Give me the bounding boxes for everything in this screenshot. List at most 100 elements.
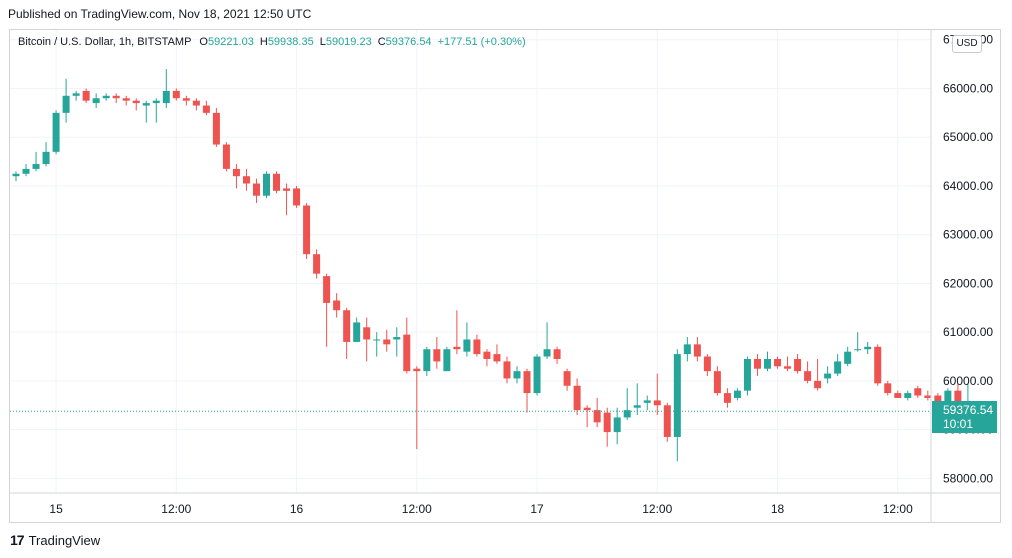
candle-body bbox=[834, 361, 842, 374]
open-label: O bbox=[199, 36, 208, 48]
candle-body bbox=[553, 349, 561, 359]
candle-body bbox=[403, 334, 411, 372]
price-tick-label: 66000.00 bbox=[943, 81, 993, 95]
candle-body bbox=[313, 254, 321, 274]
candle-body bbox=[784, 366, 792, 369]
open-value: 59221.03 bbox=[207, 36, 254, 48]
price-tick-label: 62000.00 bbox=[943, 276, 993, 290]
candle-body bbox=[72, 93, 80, 96]
candle-body bbox=[152, 100, 160, 104]
candle-body bbox=[764, 358, 771, 369]
candle-body bbox=[423, 349, 431, 372]
candle-body bbox=[523, 371, 531, 394]
low-label: L bbox=[319, 36, 326, 48]
candle-body bbox=[573, 385, 581, 411]
candle-body bbox=[343, 310, 351, 342]
published-note: Published on TradingView.com, Nov 18, 20… bbox=[8, 7, 312, 21]
price-tick-label: 63000.00 bbox=[943, 228, 993, 242]
candle-body bbox=[232, 168, 240, 177]
price-axis: 58000.0059000.0060000.0061000.0062000.00… bbox=[943, 33, 993, 486]
time-tick-label: 12:00 bbox=[402, 502, 432, 516]
candle-body bbox=[703, 356, 711, 372]
candle-body bbox=[633, 405, 641, 408]
candle-body bbox=[102, 95, 110, 99]
time-axis: 15 12:00 16 12:00 17 12:00 18 12:00 bbox=[49, 502, 913, 516]
candle-body bbox=[433, 349, 441, 362]
candle-body bbox=[713, 371, 721, 394]
candles bbox=[12, 68, 972, 462]
candlestick-chart[interactable]: 58000.0059000.0060000.0061000.0062000.00… bbox=[10, 30, 1000, 522]
high-value: 59938.35 bbox=[267, 36, 314, 48]
candle-body bbox=[884, 383, 892, 394]
candle-body bbox=[543, 349, 551, 357]
symbol-legend: Bitcoin / U.S. Dollar, 1h, BITSTAMP O5922… bbox=[18, 36, 532, 48]
candle-body bbox=[92, 98, 100, 104]
tradingview-brand[interactable]: 17 TradingView bbox=[10, 532, 100, 548]
price-tick-label: 64000.00 bbox=[943, 179, 993, 193]
candle-body bbox=[263, 173, 270, 196]
candle-body bbox=[52, 112, 60, 152]
candle-body bbox=[603, 412, 611, 433]
candle-body bbox=[914, 388, 922, 396]
candle-body bbox=[293, 188, 301, 206]
candle-body bbox=[924, 395, 932, 398]
candle-body bbox=[493, 354, 501, 362]
candle-body bbox=[132, 100, 140, 104]
candle-body bbox=[623, 410, 631, 418]
candle-body bbox=[593, 410, 601, 423]
candle-body bbox=[122, 98, 130, 101]
candle-body bbox=[533, 356, 541, 394]
price-tick-label: 58000.00 bbox=[943, 471, 993, 485]
time-tick-label: 17 bbox=[530, 502, 544, 516]
candle-body bbox=[743, 358, 751, 391]
candle-body bbox=[844, 351, 852, 364]
candle-body bbox=[643, 400, 651, 403]
candle-body bbox=[242, 176, 250, 184]
candle-body bbox=[613, 417, 621, 433]
candle-body bbox=[363, 327, 371, 340]
candle-body bbox=[673, 354, 681, 437]
time-tick-label: 12:00 bbox=[642, 502, 672, 516]
price-tick-label: 61000.00 bbox=[943, 325, 993, 339]
chart-frame bbox=[9, 29, 1001, 523]
candle-body bbox=[273, 173, 281, 191]
candle-body bbox=[904, 393, 912, 398]
currency-button[interactable]: USD bbox=[952, 35, 982, 53]
time-tick-label: 18 bbox=[771, 502, 785, 516]
time-tick-label: 16 bbox=[290, 502, 304, 516]
low-value: 59019.23 bbox=[325, 36, 372, 48]
high-label: H bbox=[259, 36, 268, 48]
candle-body bbox=[723, 393, 731, 403]
candle-body bbox=[463, 339, 471, 352]
candle-body bbox=[453, 346, 461, 350]
tradingview-logo-icon: 17 bbox=[10, 532, 25, 548]
candle-body bbox=[142, 103, 150, 106]
candle-body bbox=[683, 344, 691, 355]
close-label: C bbox=[377, 36, 386, 48]
candle-body bbox=[192, 100, 200, 106]
candle-body bbox=[112, 95, 120, 99]
time-tick-label: 12:00 bbox=[883, 502, 913, 516]
candle-body bbox=[32, 164, 40, 169]
candle-body bbox=[12, 173, 20, 177]
candle-body bbox=[733, 390, 741, 398]
candle-body bbox=[794, 358, 802, 372]
candle-body bbox=[814, 380, 822, 389]
candle-body bbox=[874, 346, 882, 384]
candle-body bbox=[383, 339, 391, 345]
grid-lines bbox=[10, 30, 931, 493]
candle-body bbox=[513, 371, 521, 379]
time-tick-label: 15 bbox=[49, 502, 63, 516]
close-value: 59376.54 bbox=[385, 36, 432, 48]
candle-body bbox=[753, 358, 761, 369]
symbol-name[interactable]: Bitcoin / U.S. Dollar, 1h, BITSTAMP bbox=[18, 36, 192, 48]
candle-body bbox=[824, 373, 832, 379]
candle-body bbox=[303, 205, 311, 255]
candle-body bbox=[162, 90, 170, 104]
candle-body bbox=[353, 322, 361, 342]
candle-body bbox=[894, 393, 902, 398]
last-price-value: 59376.54 bbox=[943, 403, 994, 417]
candle-body bbox=[82, 90, 90, 101]
candle-body bbox=[22, 168, 30, 174]
candle-body bbox=[212, 112, 220, 145]
